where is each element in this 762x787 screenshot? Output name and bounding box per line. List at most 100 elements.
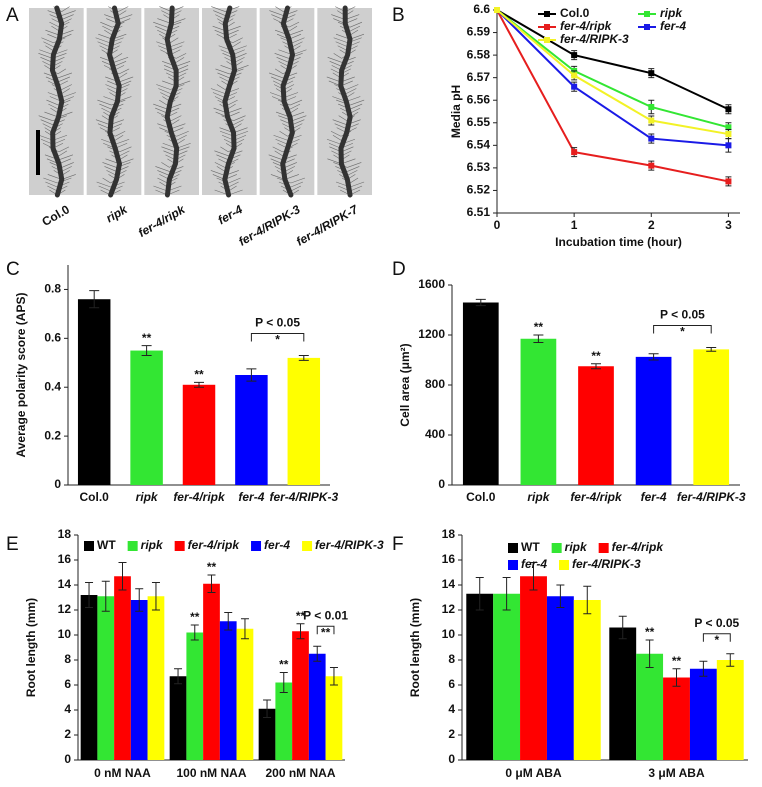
legend-label: fer-4/RIPK-3 xyxy=(315,538,384,552)
point xyxy=(571,72,578,79)
legend-swatch xyxy=(551,543,562,553)
bar xyxy=(635,356,672,485)
error-bar xyxy=(85,582,94,608)
comparison-mark: * xyxy=(714,633,719,647)
scale-bar xyxy=(36,130,40,175)
legend-label: WT xyxy=(521,540,540,554)
root xyxy=(107,5,123,198)
y-axis-label: Cell area (μm²) xyxy=(398,343,412,426)
legend-label: fer-4/ripk xyxy=(560,19,613,33)
legend-label: WT xyxy=(97,538,116,552)
point xyxy=(494,7,500,13)
error-bar xyxy=(190,624,199,641)
error-bar xyxy=(672,668,681,687)
y-tick-label: 8 xyxy=(448,652,455,666)
bar xyxy=(169,676,187,760)
panel-letter: F xyxy=(392,534,404,555)
significance-mark: ** xyxy=(645,625,655,639)
y-tick-label: 6.57 xyxy=(467,70,491,84)
y-tick-label: 16 xyxy=(442,552,456,566)
x-tick-label: 0 xyxy=(494,218,501,232)
bar xyxy=(689,668,717,760)
series-line xyxy=(496,9,729,111)
point xyxy=(725,131,732,138)
bar xyxy=(97,596,115,760)
panel-letter: E xyxy=(6,534,19,555)
point xyxy=(725,106,732,113)
y-tick-label: 16 xyxy=(58,552,72,566)
comparison-bracket xyxy=(250,332,305,342)
y-tick-label: 18 xyxy=(58,527,72,541)
legend-label: fer-4/ripk xyxy=(188,538,241,552)
error-bar xyxy=(699,660,708,677)
root-hairs xyxy=(268,6,307,196)
legend-swatch xyxy=(84,541,94,551)
error-bar xyxy=(135,588,144,612)
bar xyxy=(466,593,494,760)
point xyxy=(648,103,655,110)
y-tick-label: 6.59 xyxy=(467,25,491,39)
error-bar xyxy=(151,582,160,611)
x-tick-label: 3 μM ABA xyxy=(648,766,705,780)
bar xyxy=(203,583,220,760)
photo-label: fer-4/ripk xyxy=(136,202,189,240)
comparison-label: P < 0.05 xyxy=(255,316,300,330)
series-line xyxy=(496,9,729,183)
bar xyxy=(186,632,204,760)
x-tick-label: fer-4/ripk xyxy=(173,490,226,504)
point xyxy=(571,83,578,90)
series-line xyxy=(496,9,729,147)
panel-letter: A xyxy=(6,5,19,26)
bar xyxy=(292,631,309,760)
legend-marker xyxy=(544,24,550,30)
y-tick-label: 0 xyxy=(54,477,61,491)
error-bar xyxy=(298,354,309,361)
error-bar xyxy=(313,645,322,662)
point xyxy=(648,135,655,142)
x-tick-label: 100 nM NAA xyxy=(176,766,246,780)
legend-swatch xyxy=(508,543,518,553)
photo-label: Col.0 xyxy=(40,202,73,229)
photo-label: ripk xyxy=(104,202,131,226)
legend-label: fer-4/RIPK-3 xyxy=(572,557,641,571)
x-tick-label: Col.0 xyxy=(466,490,496,504)
bar xyxy=(520,338,557,485)
bar xyxy=(130,350,163,485)
bar xyxy=(219,621,237,760)
comparison-label: P < 0.05 xyxy=(694,616,739,630)
y-tick-label: 10 xyxy=(442,627,456,641)
error-bar xyxy=(648,353,659,361)
error-bar xyxy=(329,667,338,686)
legend-swatch xyxy=(598,543,609,553)
point xyxy=(648,117,655,124)
bar xyxy=(573,600,601,760)
root xyxy=(49,5,65,198)
error-bar xyxy=(246,368,257,382)
y-tick-label: 6 xyxy=(64,677,71,691)
significance-mark: ** xyxy=(190,610,200,624)
x-tick-label: fer-4 xyxy=(641,490,667,504)
point xyxy=(725,178,732,185)
error-bar xyxy=(475,577,484,611)
error-bar xyxy=(194,381,204,388)
legend-label: ripk xyxy=(141,538,164,552)
y-tick-label: 6.52 xyxy=(467,183,491,197)
bar xyxy=(130,600,148,760)
y-tick-label: 6 xyxy=(448,677,455,691)
photo-label: fer-4/RIPK-3 xyxy=(236,202,303,249)
bar xyxy=(182,384,216,485)
series-line xyxy=(496,9,729,136)
comparison-mark: * xyxy=(680,325,685,339)
x-tick-label: 200 nM NAA xyxy=(265,766,335,780)
y-tick-label: 4 xyxy=(448,702,455,716)
y-axis-label: Media pH xyxy=(449,85,463,138)
y-tick-label: 800 xyxy=(425,377,445,391)
error-bar xyxy=(726,653,735,667)
y-tick-label: 0 xyxy=(438,477,445,491)
point xyxy=(648,70,655,77)
root xyxy=(338,5,353,198)
y-tick-label: 0 xyxy=(448,752,455,766)
legend-label: Col.0 xyxy=(560,6,590,20)
y-tick-label: 0.6 xyxy=(44,331,61,345)
y-tick-label: 6.56 xyxy=(467,92,491,106)
